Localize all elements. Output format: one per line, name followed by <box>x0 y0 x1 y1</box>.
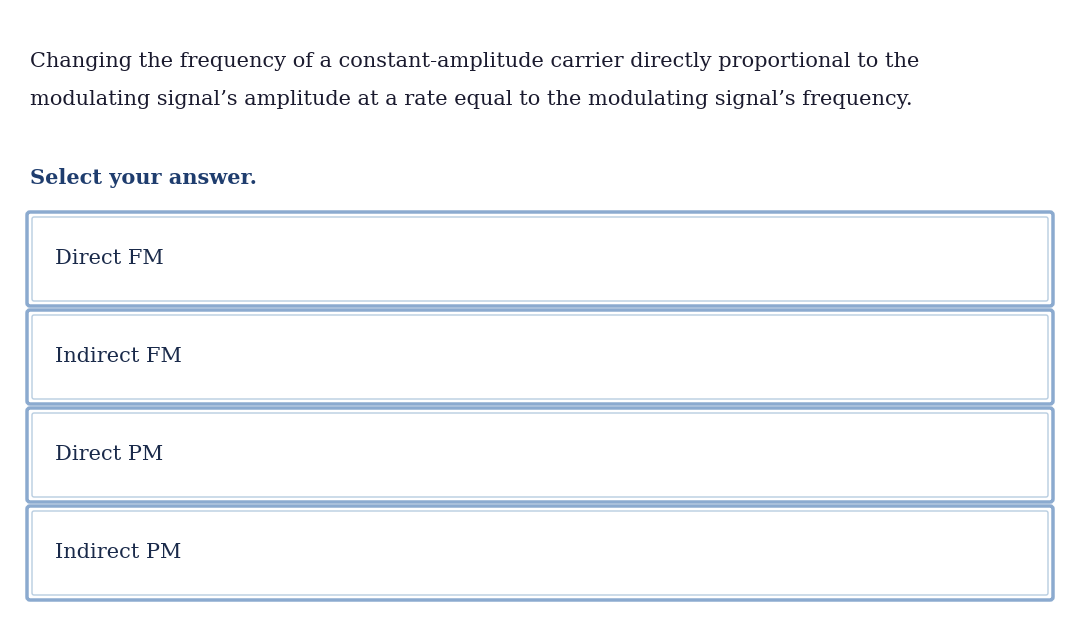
Text: Direct FM: Direct FM <box>55 249 164 268</box>
FancyBboxPatch shape <box>27 212 1053 306</box>
Text: Changing the frequency of a constant-amplitude carrier directly proportional to : Changing the frequency of a constant-amp… <box>30 52 919 71</box>
FancyBboxPatch shape <box>27 310 1053 404</box>
Text: modulating signal’s amplitude at a rate equal to the modulating signal’s frequen: modulating signal’s amplitude at a rate … <box>30 90 913 109</box>
Text: Direct PM: Direct PM <box>55 446 163 464</box>
Text: Indirect PM: Indirect PM <box>55 544 181 562</box>
Text: Indirect FM: Indirect FM <box>55 347 181 366</box>
FancyBboxPatch shape <box>27 408 1053 502</box>
FancyBboxPatch shape <box>27 506 1053 600</box>
Text: Select your answer.: Select your answer. <box>30 168 257 188</box>
